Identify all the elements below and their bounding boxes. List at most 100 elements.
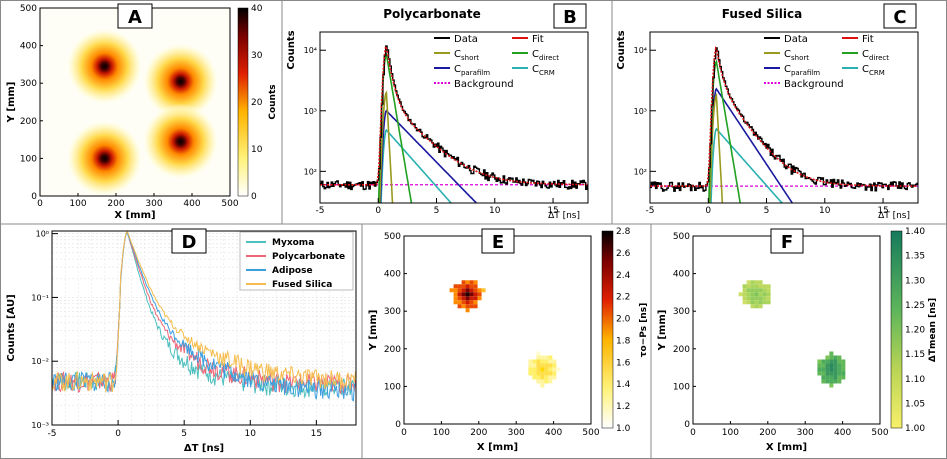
map-pixel [829, 355, 834, 360]
map-pixel [457, 292, 462, 297]
tick-label: 200 [384, 345, 401, 355]
map-pixel [754, 292, 759, 297]
map-pixel [469, 280, 474, 285]
map-pixel [477, 296, 482, 301]
map-pixel [766, 292, 771, 297]
map-pixel [841, 367, 846, 372]
tick-label: 10⁰ [36, 230, 49, 239]
map-pixel [453, 292, 458, 297]
tick-label: 200 [470, 428, 487, 438]
tick-label: 10 [819, 206, 831, 216]
panel-label: B [563, 7, 577, 28]
map-pixel [833, 355, 838, 360]
legend-label: Fit [532, 34, 544, 45]
map-pixel [817, 359, 822, 364]
tick-label: 10³ [304, 107, 317, 116]
colorbar-tick-label: 10 [251, 145, 263, 155]
map-pixel [473, 304, 478, 309]
colorbar [890, 230, 903, 429]
tick-label: 0 [37, 199, 43, 209]
map-pixel [461, 288, 466, 293]
map-pixel [762, 288, 767, 293]
colorbar-label: τo−Ps [ns] [639, 303, 649, 357]
colorbar-tick-label: 1.4 [616, 380, 631, 390]
map-pixel [473, 296, 478, 301]
y-axis-label: Y [mm] [368, 310, 379, 352]
tick-label: 100 [20, 154, 37, 164]
x-axis-label: ΔT [ns] [548, 211, 580, 221]
curves [650, 45, 918, 203]
map-pixel [544, 379, 549, 384]
tick-label: 500 [582, 428, 599, 438]
colorbar-tick-label: 2.2 [616, 293, 630, 303]
map-pixel [750, 304, 755, 309]
map-pixel [825, 355, 830, 360]
map-pixel [742, 284, 747, 289]
map-pixel [465, 308, 470, 313]
map-pixel [552, 363, 557, 368]
map-pixel [465, 288, 470, 293]
tick-label: 10 [489, 206, 501, 216]
map-pixel [540, 383, 545, 388]
panel-label: F [781, 232, 793, 253]
map-pixel [536, 363, 541, 368]
colorbar-tick-label: 20 [251, 98, 263, 108]
map-pixel [829, 367, 834, 372]
panel-label-box [171, 228, 207, 254]
colorbar-tick-label: 1.2 [616, 402, 630, 412]
map-pixel [766, 284, 771, 289]
colorbar-tick-label: 1.40 [905, 227, 925, 237]
tick-label: 0 [684, 420, 690, 430]
map-pixel [457, 284, 462, 289]
map-pixel [548, 379, 553, 384]
map-pixel [750, 280, 755, 285]
map-pixel [817, 363, 822, 368]
tick-label: 5 [434, 206, 440, 216]
map-pixel [477, 292, 482, 297]
map-pixel [457, 296, 462, 301]
colorbar-tick-label: 30 [251, 51, 263, 61]
y-axis-label: Counts [286, 30, 297, 69]
map-pixel [540, 367, 545, 372]
legend-label: Background [784, 79, 844, 90]
map-pixel [750, 288, 755, 293]
map-pixel [461, 292, 466, 297]
map-pixel [469, 292, 474, 297]
map-pixel [528, 367, 533, 372]
map-pixel [528, 363, 533, 368]
tick-label: 300 [384, 307, 401, 317]
tick-label: 15 [311, 429, 322, 439]
map-pixel [536, 375, 541, 380]
colorbar-label: ΔTmean [ns] [928, 298, 938, 362]
map-pixel [481, 288, 486, 293]
tick-label: 300 [797, 428, 814, 438]
map-pixel [465, 300, 470, 305]
map-pixel [829, 351, 834, 356]
colorbar-tick-label: 2.4 [616, 271, 631, 281]
map-pixel [754, 288, 759, 293]
map-pixel [449, 288, 454, 293]
panel-f-mean-dt-map: 0 100 200 300 400 500 0 100 200 300 400 500 X [mm] Y … [657, 227, 938, 453]
colorbar-tick-label: 1.30 [905, 276, 925, 286]
colorbar-tick-label: 40 [251, 4, 263, 14]
plot-frame [319, 31, 589, 204]
y-axis-label: Y [mm] [6, 82, 17, 124]
map-pixel [528, 359, 533, 364]
tick-label: 10⁻¹ [31, 293, 49, 302]
map-pixel [544, 371, 549, 376]
tick-label: 200 [759, 428, 776, 438]
map-pixel [469, 288, 474, 293]
panel-label: A [128, 7, 142, 28]
map-pixel [758, 296, 763, 301]
source-hotspot [142, 103, 219, 180]
tick-label: 400 [834, 428, 851, 438]
map-pixel [750, 300, 755, 305]
colorbar-tick-label: 1.15 [905, 350, 925, 360]
x-axis-label: X [mm] [766, 442, 807, 453]
tick-label: 100 [384, 382, 401, 392]
map-pixel [473, 292, 478, 297]
map-pixel [552, 359, 557, 364]
map-pixel [540, 359, 545, 364]
tick-label: 0 [690, 428, 696, 438]
